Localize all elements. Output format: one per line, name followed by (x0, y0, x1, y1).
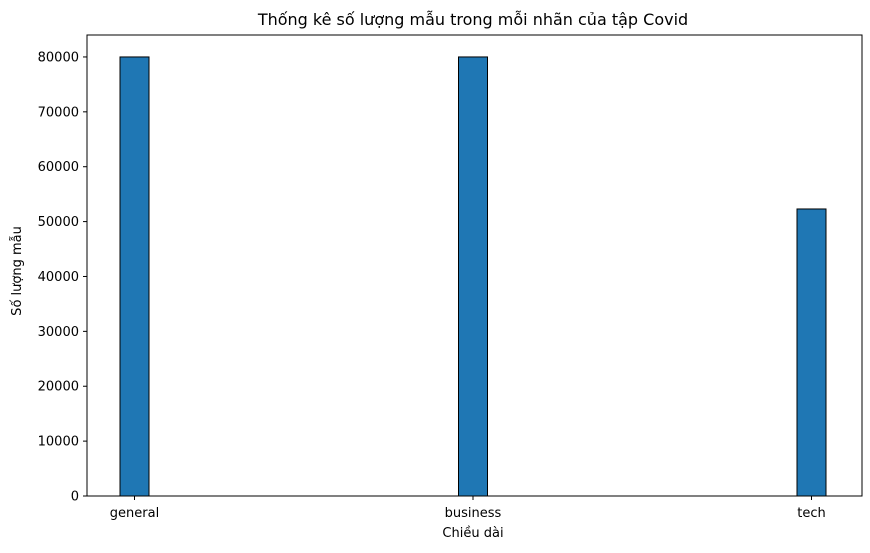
plot-frame (86, 34, 863, 497)
bars (119, 56, 827, 497)
y-tick-label: 40000 (38, 270, 79, 285)
y-tick-label: 20000 (38, 380, 79, 395)
axis-ticks: 0 10000 20000 30000 40000 50000 60000 70000 8000… (38, 50, 826, 521)
y-tick-label: 60000 (38, 160, 79, 175)
bar-business (458, 56, 488, 497)
y-tick-label: 10000 (38, 435, 79, 450)
y-tick-label: 80000 (38, 50, 79, 65)
x-axis-label: Chiều dài (442, 526, 503, 541)
y-axis-label: Số lượng mẫu (10, 226, 25, 316)
x-tick-label-tech: tech (797, 506, 825, 521)
x-tick-label-business: business (445, 506, 502, 521)
chart-title: Thống kê số lượng mẫu trong mỗi nhãn của… (257, 10, 688, 29)
y-tick-label: 0 (71, 490, 79, 505)
x-tick-label-general: general (110, 506, 159, 521)
y-tick-label: 70000 (38, 105, 79, 120)
y-tick-label: 50000 (38, 215, 79, 230)
bar-general (119, 56, 150, 497)
bar-tech (796, 208, 827, 497)
y-tick-label: 30000 (38, 325, 79, 340)
